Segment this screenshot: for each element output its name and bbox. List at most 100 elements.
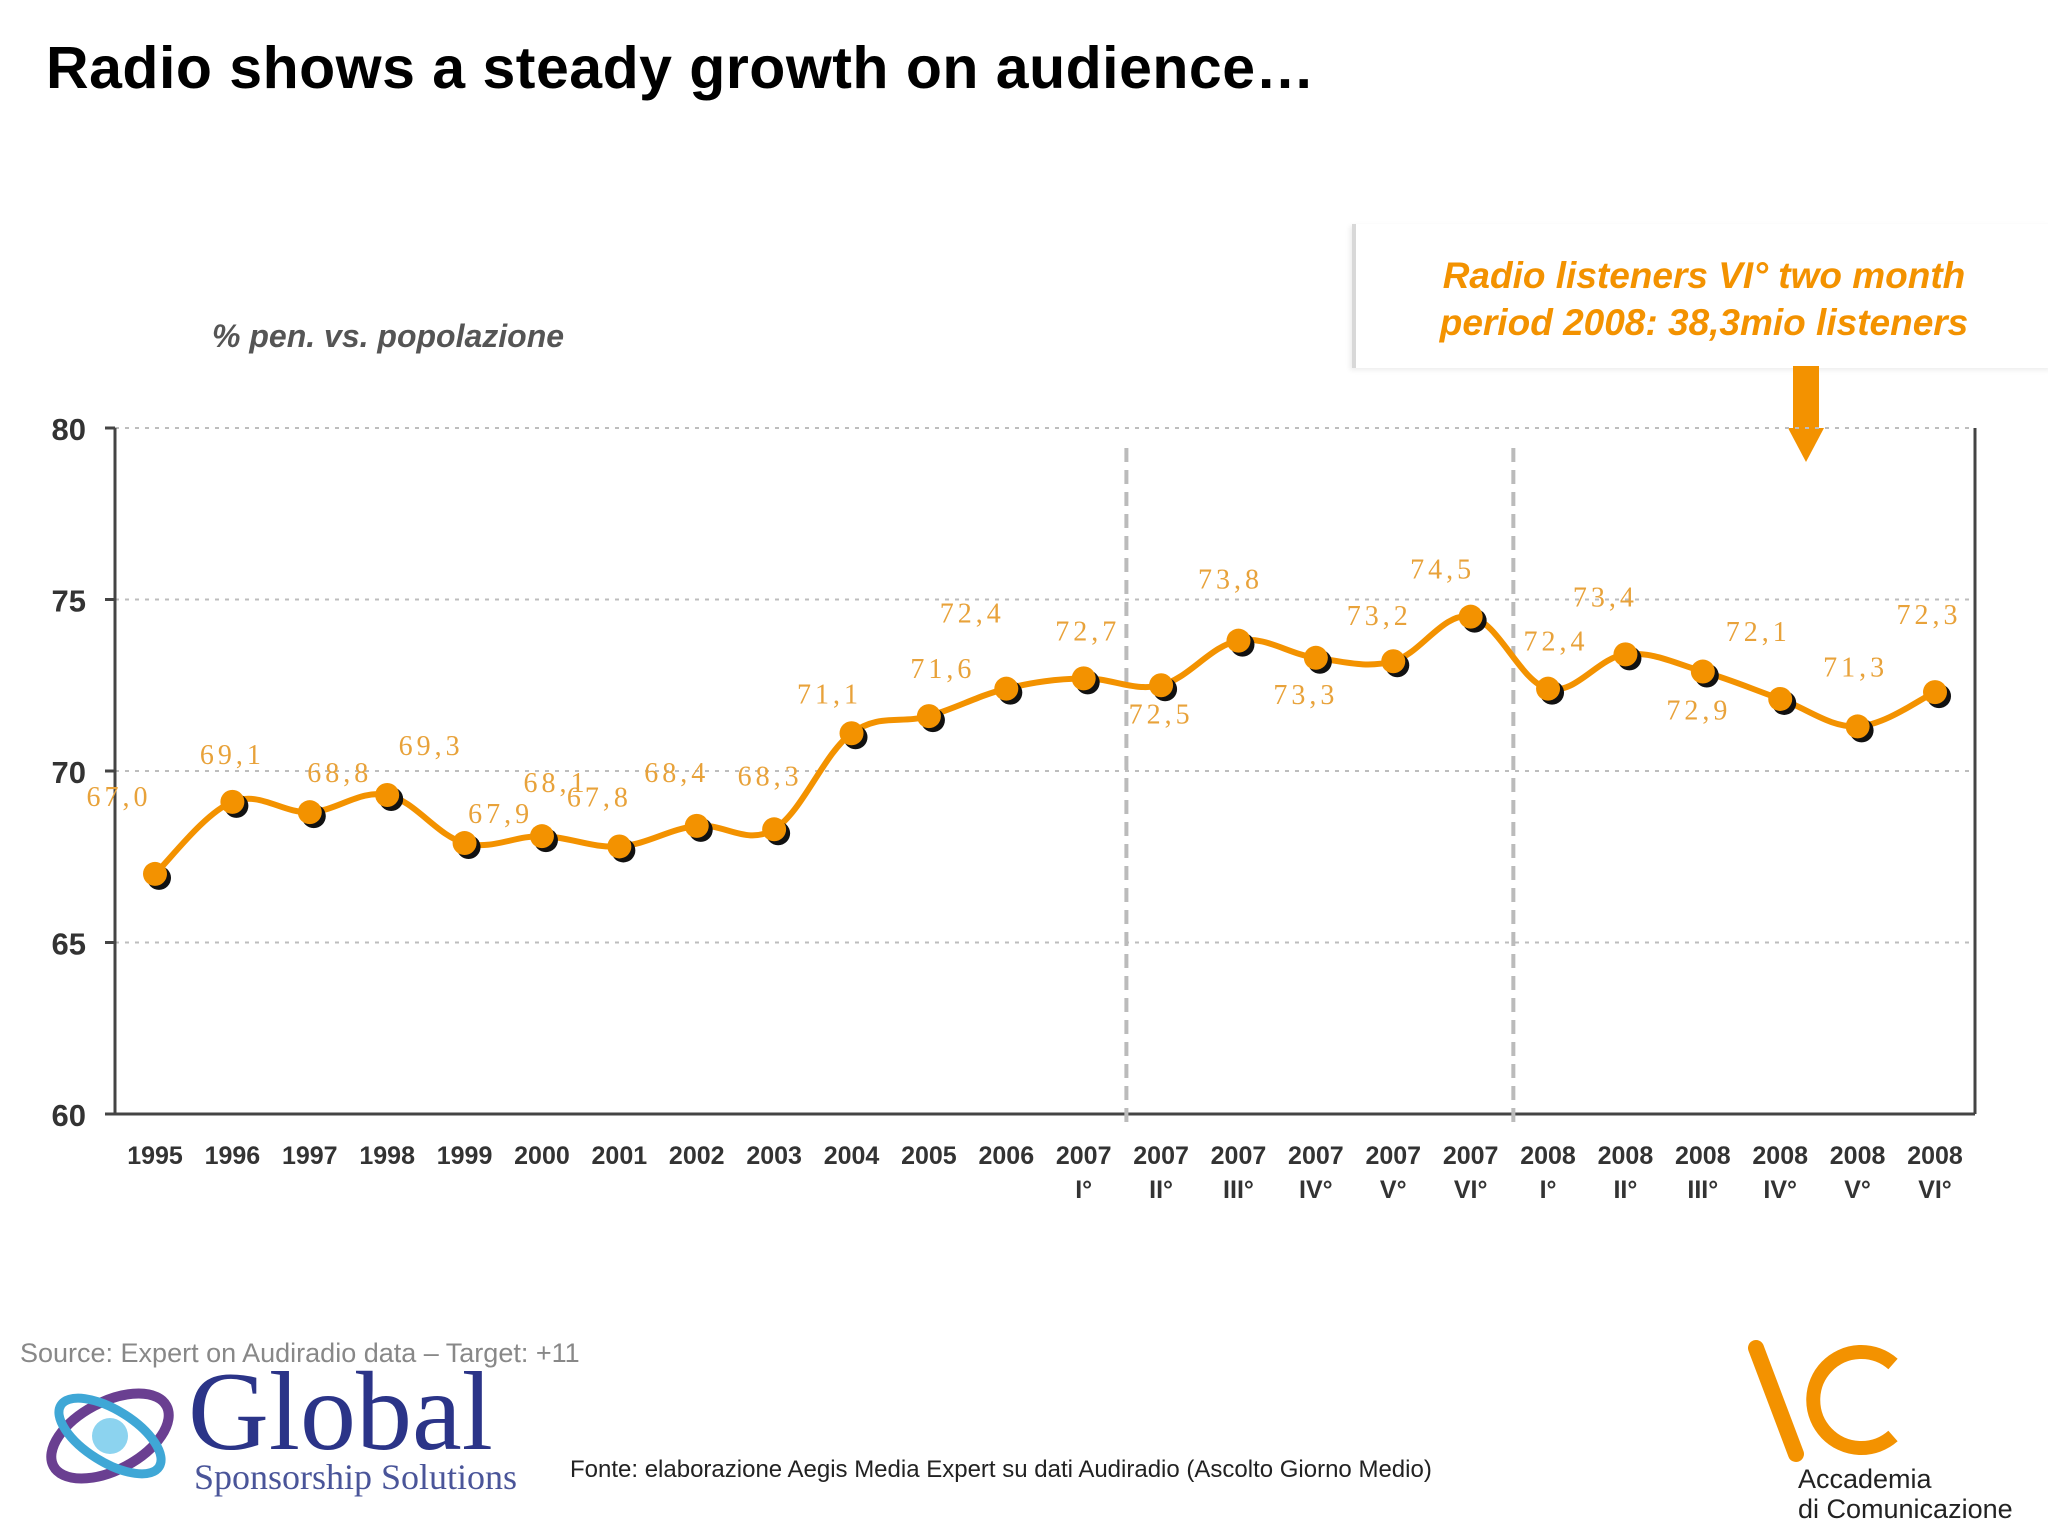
page-title: Radio shows a steady growth on audience… [46, 35, 1316, 101]
x-tick-label: 2007 [1288, 1142, 1344, 1170]
x-tick-sublabel: IV° [1763, 1176, 1797, 1204]
data-point [839, 721, 864, 746]
x-tick-label: 2008 [1752, 1142, 1808, 1170]
x-tick-label: 2003 [746, 1142, 802, 1170]
callout-text: Radio listeners VI° two month period 200… [1439, 255, 1969, 343]
data-point [297, 800, 322, 825]
data-point [994, 676, 1019, 701]
data-point [684, 813, 709, 838]
data-label: 72,3 [1897, 600, 1962, 631]
y-tick-label: 75 [52, 584, 86, 619]
data-label: 72,4 [1524, 627, 1589, 658]
data-point [1226, 628, 1251, 653]
data-label: 72,4 [940, 599, 1005, 630]
y-tick-label: 70 [52, 755, 86, 790]
data-point [916, 704, 941, 729]
data-label: 67,0 [87, 782, 152, 813]
y-tick-label: 65 [52, 927, 86, 962]
data-point [529, 824, 554, 849]
data-point [1071, 666, 1096, 691]
data-point [1381, 649, 1406, 674]
x-tick-label: 2007 [1365, 1142, 1421, 1170]
data-label: 71,1 [797, 679, 862, 710]
x-tick-label: 2007 [1211, 1142, 1267, 1170]
data-label: 67,8 [567, 782, 632, 813]
x-tick-sublabel: III° [1223, 1176, 1254, 1204]
data-point [1845, 714, 1870, 739]
x-tick-label: 2007 [1443, 1142, 1499, 1170]
data-label: 67,9 [468, 799, 533, 830]
data-point [452, 831, 477, 856]
accademia-line2: di Comunicazione [1798, 1494, 2013, 1524]
data-label: 72,1 [1726, 617, 1791, 648]
ac-logo-icon [1748, 1340, 1898, 1462]
data-label: 72,5 [1129, 699, 1194, 730]
x-tick-sublabel: VI° [1918, 1176, 1952, 1204]
x-tick-label: 2008 [1520, 1142, 1576, 1170]
data-point [1923, 680, 1947, 705]
x-tick-sublabel: VI° [1454, 1176, 1488, 1204]
data-label: 68,8 [307, 758, 372, 789]
x-tick-label: 2008 [1675, 1142, 1731, 1170]
data-label: 73,8 [1198, 565, 1263, 596]
y-tick-label: 80 [52, 412, 86, 447]
data-label: 73,2 [1347, 601, 1412, 632]
listeners-callout: Radio listeners VI° two month period 200… [1352, 224, 2048, 368]
x-tick-label: 1997 [282, 1142, 338, 1170]
arrow-down-icon [1788, 366, 1824, 462]
data-point [1458, 604, 1483, 629]
x-tick-label: 1999 [437, 1142, 493, 1170]
data-point [375, 783, 400, 808]
data-label: 71,3 [1823, 652, 1888, 683]
data-label: 73,3 [1273, 680, 1338, 711]
x-tick-label: 2007 [1133, 1142, 1189, 1170]
y-axis-label: % pen. vs. popolazione [212, 318, 565, 354]
x-tick-sublabel: I° [1540, 1176, 1557, 1204]
data-point [1536, 676, 1561, 701]
x-tick-label: 2005 [901, 1142, 957, 1170]
x-tick-label: 2006 [978, 1142, 1034, 1170]
accademia-line1: Accademia [1798, 1464, 1932, 1494]
data-point [762, 817, 787, 842]
data-label: 74,5 [1410, 555, 1475, 586]
x-tick-sublabel: V° [1844, 1176, 1871, 1204]
x-tick-label: 2008 [1830, 1142, 1886, 1170]
x-tick-label: 2002 [669, 1142, 725, 1170]
global-sponsorship-logo: Global Sponsorship Solutions [28, 1356, 548, 1510]
data-label: 72,9 [1666, 696, 1731, 727]
data-point [1149, 673, 1174, 698]
x-tick-label: 1998 [359, 1142, 415, 1170]
data-point [1303, 645, 1328, 670]
y-tick-label: 60 [52, 1098, 86, 1133]
x-tick-label: 1995 [127, 1142, 183, 1170]
data-label: 73,4 [1573, 582, 1638, 613]
x-tick-sublabel: II° [1613, 1176, 1637, 1204]
global-logo-icon [46, 1388, 174, 1484]
x-tick-sublabel: III° [1687, 1176, 1718, 1204]
data-point [1613, 642, 1638, 667]
x-tick-label: 2004 [824, 1142, 880, 1170]
data-point [220, 789, 245, 814]
data-label: 69,1 [200, 740, 265, 771]
fonte-note: Fonte: elaborazione Aegis Media Expert s… [570, 1456, 1432, 1483]
accademia-name: Accademia di Comunicazione [1798, 1464, 2013, 1524]
x-tick-sublabel: V° [1380, 1176, 1407, 1204]
x-tick-label: 1996 [205, 1142, 261, 1170]
x-tick-sublabel: IV° [1299, 1176, 1333, 1204]
x-tick-label: 2007 [1056, 1142, 1112, 1170]
source-note: Source: Expert on Audiradio data – Targe… [20, 1338, 580, 1368]
x-tick-label: 2008 [1598, 1142, 1654, 1170]
x-tick-label: 2000 [514, 1142, 570, 1170]
accademia-logo: Accademia di Comunicazione [1748, 1336, 2018, 1526]
data-label: 71,6 [910, 654, 975, 685]
x-tick-sublabel: I° [1075, 1176, 1092, 1204]
data-point [1768, 686, 1793, 711]
x-tick-sublabel: II° [1149, 1176, 1173, 1204]
global-logo-subtitle: Sponsorship Solutions [194, 1457, 518, 1497]
data-point [143, 861, 167, 886]
global-logo-word: Global [188, 1350, 493, 1474]
data-label: 69,3 [399, 731, 464, 762]
data-point [607, 834, 632, 859]
data-point [1690, 659, 1715, 684]
